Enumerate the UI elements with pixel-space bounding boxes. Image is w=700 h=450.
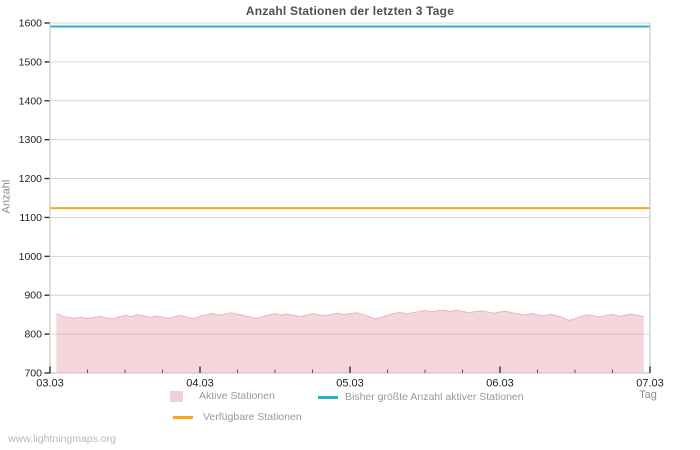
svg-text:1400: 1400	[19, 95, 43, 107]
svg-text:700: 700	[24, 368, 42, 380]
svg-text:900: 900	[24, 290, 42, 302]
legend-item-active-stations: Aktive Stationen	[170, 390, 275, 402]
svg-text:04.03: 04.03	[186, 378, 214, 390]
svg-text:03.03: 03.03	[36, 378, 64, 390]
svg-text:1600: 1600	[19, 18, 43, 30]
legend-label: Verfügbare Stationen	[203, 411, 302, 423]
watermark: www.lightningmaps.org	[8, 433, 116, 445]
legend-label: Bisher größte Anzahl aktiver Stationen	[345, 391, 524, 403]
svg-text:05.03: 05.03	[336, 378, 364, 390]
legend-item-max-active-stations: Bisher größte Anzahl aktiver Stationen	[318, 391, 524, 403]
line-swatch-icon	[318, 395, 338, 399]
svg-text:1300: 1300	[19, 134, 43, 146]
svg-text:06.03: 06.03	[486, 378, 514, 390]
legend-item-available-stations: Verfügbare Stationen	[170, 411, 302, 423]
chart-title: Anzahl Stationen der letzten 3 Tage	[245, 4, 455, 18]
svg-text:1500: 1500	[19, 56, 43, 68]
line-swatch-icon	[173, 415, 193, 419]
svg-text:1200: 1200	[19, 173, 43, 185]
svg-text:1000: 1000	[19, 251, 43, 263]
x-axis-title: Tag	[639, 389, 657, 401]
area-swatch-icon	[170, 390, 183, 402]
svg-text:800: 800	[24, 329, 42, 341]
y-axis-title: Anzahl	[0, 179, 13, 214]
svg-text:07.03: 07.03	[636, 378, 664, 390]
legend-label: Aktive Stationen	[199, 390, 275, 402]
svg-text:1100: 1100	[19, 212, 42, 224]
